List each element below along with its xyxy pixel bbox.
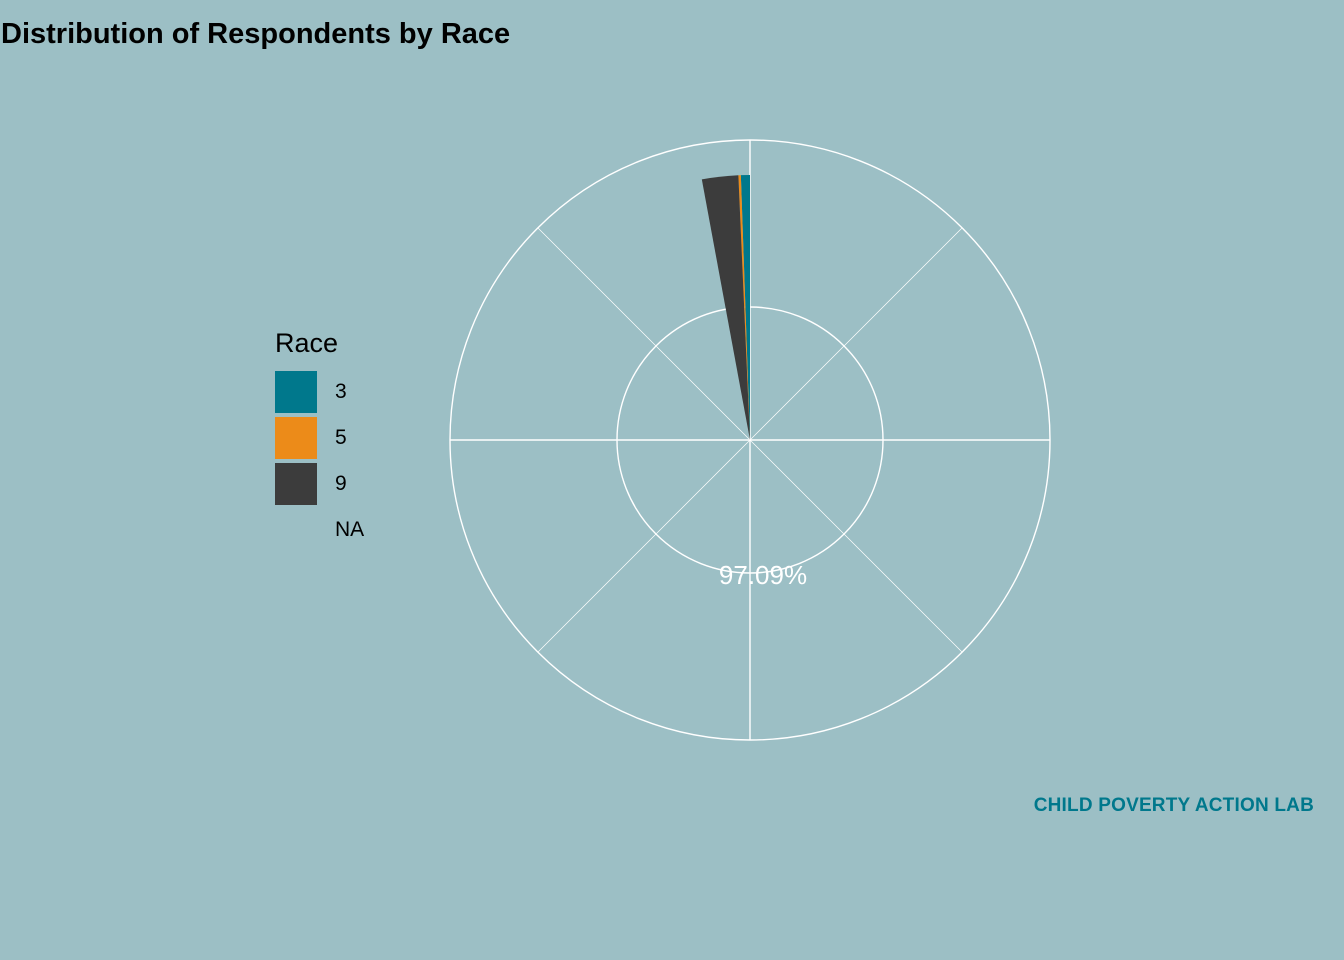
pie-slice-5 bbox=[738, 175, 750, 441]
brand-watermark: CHILD POVERTY ACTION LAB bbox=[1033, 795, 1314, 816]
legend-item-5: 5 bbox=[275, 415, 364, 461]
legend-label: 9 bbox=[335, 472, 347, 495]
legend-key-3 bbox=[275, 371, 317, 413]
chart-title: Distribution of Respondents by Race bbox=[1, 18, 511, 50]
legend-label: NA bbox=[335, 518, 365, 541]
legend-label: 3 bbox=[335, 380, 347, 403]
legend-key-5 bbox=[275, 417, 317, 459]
legend: Race 3 5 9 NA bbox=[275, 327, 364, 553]
legend-item-9: 9 bbox=[275, 461, 364, 507]
legend-key-9 bbox=[275, 463, 317, 505]
grid-spoke bbox=[749, 439, 963, 653]
legend-item-3: 3 bbox=[275, 369, 364, 415]
legend-item-na: NA bbox=[275, 507, 364, 553]
legend-label: 5 bbox=[335, 426, 347, 449]
pie-slice-3 bbox=[740, 175, 750, 440]
legend-key-na bbox=[275, 509, 317, 551]
grid-spoke bbox=[749, 227, 963, 441]
pie-slice-9 bbox=[701, 175, 750, 440]
pie-slices bbox=[701, 175, 750, 441]
grid-spoke bbox=[537, 439, 751, 653]
slice-labels: 97.09% bbox=[719, 560, 807, 590]
grid-spoke bbox=[537, 227, 751, 441]
slice-label-na: 97.09% bbox=[719, 560, 807, 590]
legend-title: Race bbox=[275, 328, 339, 358]
legend-items: 3 5 9 NA bbox=[275, 369, 364, 553]
